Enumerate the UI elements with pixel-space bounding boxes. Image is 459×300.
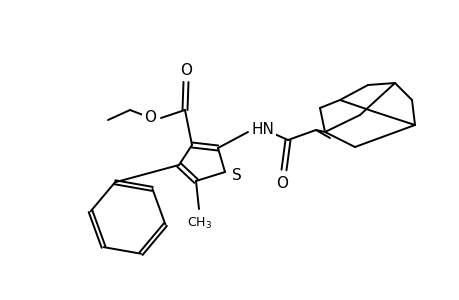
Text: O: O bbox=[275, 176, 287, 190]
Text: O: O bbox=[144, 110, 156, 125]
Text: S: S bbox=[232, 167, 241, 182]
Text: O: O bbox=[179, 62, 191, 77]
Text: HN: HN bbox=[251, 122, 274, 136]
Text: CH$_3$: CH$_3$ bbox=[187, 215, 212, 230]
